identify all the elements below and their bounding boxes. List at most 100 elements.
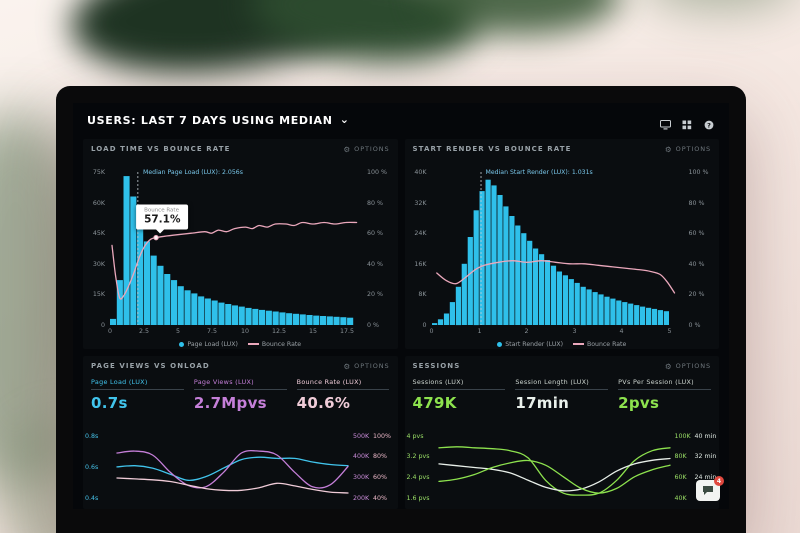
axis-tick-secondary: 80% <box>373 453 387 460</box>
axis-tick: 60 % <box>367 230 383 237</box>
gear-icon: ⚙ <box>665 361 673 371</box>
axis-tick: 12.5 <box>271 328 287 335</box>
metric-value: 2pvs <box>618 394 660 412</box>
chart-canvas <box>110 172 358 325</box>
axis-tick: 3 <box>572 328 577 335</box>
chevron-down-icon[interactable]: ⌄ <box>339 113 349 126</box>
load-time-chart: 75K 60K 45K 30K 15K 0 100 % 80 % 60 % 40 % 20 % 0 %… <box>83 159 398 349</box>
axis-tick: 500K 100% <box>353 433 391 440</box>
legend-label: Bounce Rate <box>587 341 627 348</box>
chart-canvas <box>116 449 349 494</box>
options-label: OPTIONS <box>675 362 711 370</box>
plant-leaf <box>640 0 800 10</box>
metric: Session Length (LUX) 17min <box>515 378 609 420</box>
panel-title: PAGE VIEWS VS ONLOAD <box>91 362 210 370</box>
metric-value: 0.7s <box>91 394 128 412</box>
axis-tick-primary: 300K <box>353 474 370 481</box>
axis-tick: 0 <box>429 328 434 335</box>
axis-tick-primary: 60K <box>674 474 687 481</box>
axis-tick-secondary: 24 min <box>694 474 717 481</box>
tooltip-caret <box>155 229 164 234</box>
axis-tick-primary: 200K <box>353 495 370 502</box>
options-label: OPTIONS <box>354 145 390 153</box>
metrics-row: Page Load (LUX) 0.7s Page Views (LUX) 2.7Mp… <box>91 378 390 420</box>
metrics-row: Sessions (LUX) 479K Session Length (LUX) 17… <box>412 378 712 420</box>
axis-tick: 1 <box>477 328 482 335</box>
metric-label: Session Length (LUX) <box>515 378 609 390</box>
metric: Page Views (LUX) 2.7Mpvs <box>193 378 287 420</box>
start-render-chart: 40K 32K 24K 16K 8K 0 100 % 80 % 60 % 40 % 20 % 0 % 0… <box>405 159 720 349</box>
axis-tick: 100 % <box>688 169 709 176</box>
chat-widget[interactable]: 4 <box>696 476 724 501</box>
axis-tick: 10 <box>240 328 249 335</box>
axis-tick: 4 pvs <box>406 433 424 440</box>
options-label: OPTIONS <box>675 145 711 153</box>
axis-tick-primary: 40K <box>674 495 687 502</box>
apps-icon[interactable] <box>682 115 693 130</box>
axis-tick: 2.5 <box>138 328 149 335</box>
metric: Page Load (LUX) 0.7s <box>91 378 184 420</box>
axis-tick: 5 <box>175 328 180 335</box>
chart-legend: Start Render (LUX) Bounce Rate <box>405 341 720 348</box>
legend-dot <box>179 341 185 347</box>
axis-tick-primary: 400K <box>353 453 370 460</box>
axis-tick: 0.8s <box>85 433 99 440</box>
panel-title: START RENDER VS BOUNCE RATE <box>412 145 572 153</box>
axis-tick: 0 <box>422 322 427 329</box>
options-button[interactable]: ⚙ OPTIONS <box>665 145 711 153</box>
panel-title: SESSIONS <box>412 362 461 370</box>
axis-tick: 80 % <box>367 200 383 207</box>
chat-badge: 4 <box>714 476 724 486</box>
axis-tick: 0 % <box>367 322 379 329</box>
metric: Bounce Rate (LUX) 40.6% <box>296 378 390 420</box>
legend-label: Bounce Rate <box>261 341 302 348</box>
axis-tick: 32K <box>414 200 427 207</box>
axis-tick: 40 % <box>688 261 705 268</box>
panel-start-render: START RENDER VS BOUNCE RATE ⚙ OPTIONS 40K… <box>404 139 720 349</box>
monitor-icon[interactable] <box>660 115 671 130</box>
metric-label: Sessions (LUX) <box>412 378 506 390</box>
chart-canvas <box>431 172 675 326</box>
svg-text:?: ? <box>707 121 711 129</box>
axis-tick: 80K 32 min <box>675 453 717 460</box>
axis-tick-primary: 80K <box>674 453 687 460</box>
axis-tick: 40K <box>675 495 695 502</box>
axis-tick-secondary: 100% <box>373 433 392 440</box>
axis-tick: 60 % <box>688 230 705 237</box>
axis-tick: 24K <box>414 230 427 237</box>
metric: Sessions (LUX) 479K <box>412 378 506 420</box>
options-button[interactable]: ⚙ OPTIONS <box>665 362 711 370</box>
axis-tick: 1.6 pvs <box>406 495 430 502</box>
metric-label: Page Load (LUX) <box>91 378 184 390</box>
options-button[interactable]: ⚙ OPTIONS <box>344 362 390 370</box>
axis-tick-secondary: 60% <box>373 474 387 481</box>
axis-tick: 20 % <box>688 291 705 298</box>
axis-tick: 0.6s <box>85 464 99 471</box>
chart-legend: Page Load (LUX) Bounce Rate <box>83 341 398 348</box>
metric-label: Bounce Rate (LUX) <box>296 378 390 390</box>
axis-tick-primary: 500K <box>353 433 370 440</box>
axis-tick: 200K 40% <box>353 495 387 502</box>
axis-tick: 80 % <box>688 200 705 207</box>
tooltip-value: 57.1% <box>144 213 181 226</box>
chart-canvas <box>437 446 671 496</box>
axis-tick: 2 <box>524 328 529 335</box>
options-button[interactable]: ⚙ OPTIONS <box>344 145 390 153</box>
page-views-chart: 0.8s 0.6s 0.4s 500K 100% 400K 80% 300K 60% 200K 40… <box>83 422 398 509</box>
panel-page-views: PAGE VIEWS VS ONLOAD ⚙ OPTIONS Page Load … <box>83 356 398 509</box>
laptop: USERS: LAST 7 DAYS USING MEDIAN ⌄ ? <box>56 86 746 533</box>
panel-sessions: SESSIONS ⚙ OPTIONS Sessions (LUX) 479K Sess… <box>404 356 719 509</box>
axis-tick: 15 <box>308 328 317 335</box>
gear-icon: ⚙ <box>343 144 352 154</box>
axis-tick-secondary: 40 min <box>694 433 717 440</box>
axis-tick: 40 % <box>367 261 383 268</box>
legend-line <box>247 343 259 345</box>
axis-tick: 300K 60% <box>353 474 387 481</box>
axis-tick: 4 <box>619 328 624 335</box>
axis-tick-secondary: 40% <box>373 495 387 502</box>
metric-value: 479K <box>412 394 457 412</box>
metric-value: 17min <box>515 394 570 412</box>
help-icon[interactable]: ? <box>704 115 715 130</box>
axis-tick: 5 <box>667 328 672 335</box>
